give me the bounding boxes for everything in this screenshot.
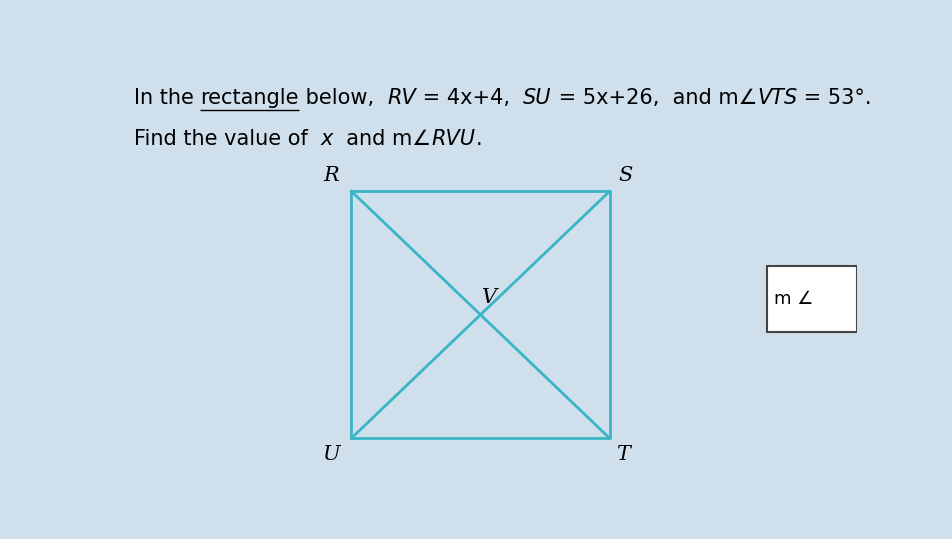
Text: SU: SU [524, 88, 551, 108]
Text: T: T [616, 445, 630, 464]
Text: RVU: RVU [431, 129, 475, 149]
Text: In the: In the [133, 88, 200, 108]
Text: and m∠: and m∠ [333, 129, 431, 149]
Text: .: . [475, 129, 482, 149]
Text: below,: below, [299, 88, 387, 108]
Text: = 53°.: = 53°. [797, 88, 872, 108]
Text: R: R [323, 166, 339, 185]
Text: V: V [482, 288, 497, 307]
Text: x: x [321, 129, 333, 149]
Text: rectangle: rectangle [200, 88, 299, 108]
Text: RV: RV [387, 88, 416, 108]
Text: U: U [322, 445, 340, 464]
Text: VTS: VTS [757, 88, 797, 108]
Text: Find the value of: Find the value of [133, 129, 321, 149]
Text: S: S [619, 166, 633, 185]
Text: = 5x+26,  and m∠: = 5x+26, and m∠ [551, 88, 757, 108]
Text: = 4x+4,: = 4x+4, [416, 88, 524, 108]
Text: m ∠: m ∠ [774, 290, 814, 308]
FancyBboxPatch shape [766, 266, 857, 333]
